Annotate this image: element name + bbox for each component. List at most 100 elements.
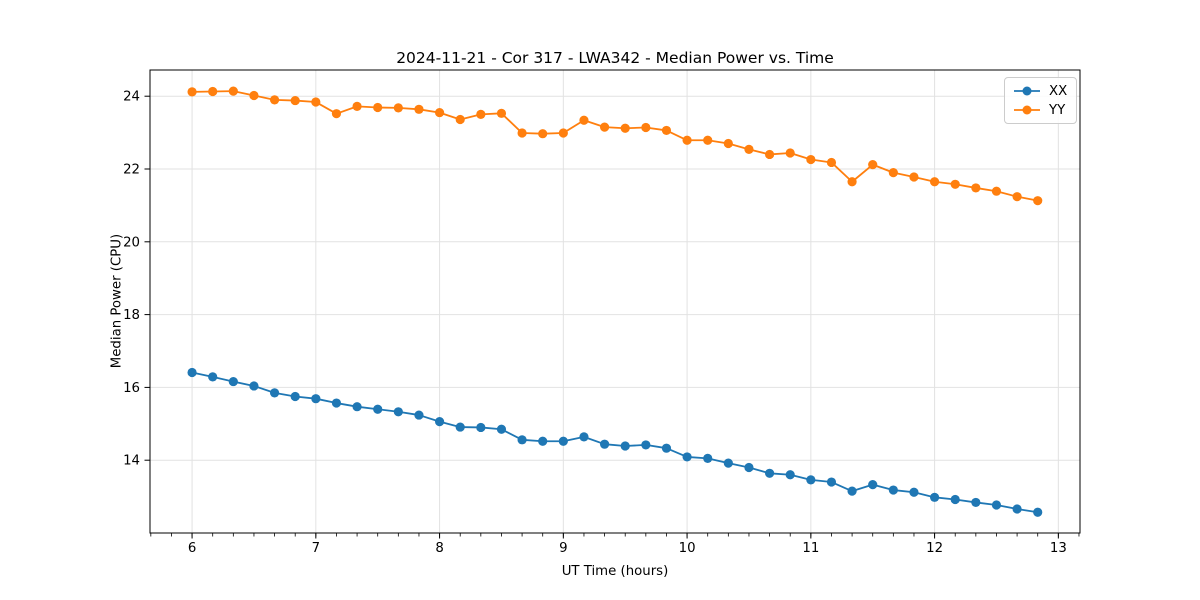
data-point-xx	[269, 388, 280, 398]
data-point-yy	[558, 128, 568, 138]
data-point-xx	[517, 435, 527, 445]
axes-frame	[149, 69, 1081, 534]
data-point-xx	[888, 485, 898, 495]
data-point-xx	[208, 372, 218, 382]
data-point-yy	[703, 135, 713, 145]
y-tick-label: 22	[123, 163, 140, 178]
x-tick-label: 9	[559, 541, 567, 556]
legend-swatch-xx-icon	[1014, 86, 1040, 96]
data-point-yy	[352, 101, 362, 111]
y-tick-label: 24	[123, 90, 140, 105]
data-point-yy	[187, 87, 197, 97]
x-tick-label: 7	[312, 541, 320, 556]
data-point-xx	[290, 391, 300, 402]
series-line-yy	[191, 90, 1039, 202]
data-point-xx	[311, 394, 321, 404]
data-point-yy	[991, 186, 1002, 196]
data-point-xx	[641, 440, 651, 450]
legend: XX YY	[1004, 77, 1078, 124]
data-point-xx	[744, 462, 754, 473]
data-point-yy	[1033, 196, 1043, 206]
data-point-yy	[538, 129, 548, 139]
x-tick-label: 8	[435, 541, 443, 556]
data-point-yy	[929, 177, 940, 187]
data-point-yy	[599, 122, 610, 132]
data-point-xx	[764, 468, 775, 478]
data-point-yy	[971, 183, 981, 193]
data-point-yy	[476, 109, 486, 120]
data-point-xx	[929, 492, 940, 502]
data-point-yy	[744, 144, 754, 154]
data-point-yy	[455, 114, 465, 125]
data-point-yy	[847, 177, 857, 187]
data-point-yy	[311, 97, 321, 107]
data-point-yy	[641, 122, 651, 133]
data-point-yy	[909, 172, 919, 182]
x-tick-label: 11	[802, 541, 819, 556]
data-point-yy	[517, 128, 527, 138]
data-point-xx	[187, 367, 197, 378]
data-point-xx	[682, 452, 692, 462]
data-point-yy	[393, 103, 403, 113]
data-point-xx	[826, 477, 837, 487]
data-point-yy	[723, 138, 733, 149]
data-point-xx	[455, 422, 465, 432]
data-point-xx	[971, 497, 981, 508]
data-point-yy	[228, 86, 238, 96]
data-point-xx	[393, 407, 403, 417]
data-point-xx	[661, 443, 672, 453]
data-point-xx	[909, 487, 919, 497]
data-point-yy	[579, 115, 589, 125]
data-point-yy	[806, 154, 816, 165]
data-point-xx	[579, 432, 589, 442]
data-point-yy	[950, 179, 960, 189]
data-point-yy	[868, 160, 878, 170]
data-point-xx	[558, 436, 568, 446]
legend-label-xx: XX	[1049, 83, 1068, 99]
data-point-xx	[599, 439, 610, 449]
data-point-xx	[785, 470, 795, 480]
data-point-xx	[847, 486, 857, 496]
data-point-xx	[476, 422, 486, 433]
data-point-xx	[723, 458, 733, 468]
data-point-xx	[331, 398, 342, 408]
data-point-yy	[331, 109, 342, 119]
data-point-yy	[434, 107, 445, 118]
data-point-xx	[228, 376, 238, 387]
data-point-yy	[785, 148, 795, 158]
data-point-yy	[290, 95, 300, 106]
data-point-xx	[1012, 504, 1022, 514]
y-tick-label: 18	[123, 308, 140, 323]
legend-item-xx: XX	[1012, 82, 1067, 100]
data-point-yy	[661, 125, 672, 136]
data-point-yy	[208, 86, 218, 97]
data-point-xx	[434, 417, 445, 427]
x-tick-label: 12	[926, 541, 943, 556]
data-point-xx	[703, 453, 713, 463]
x-tick-label: 10	[679, 541, 696, 556]
data-point-xx	[373, 404, 383, 414]
data-point-xx	[950, 494, 960, 505]
data-point-yy	[249, 90, 259, 101]
data-point-xx	[538, 436, 548, 446]
data-point-xx	[249, 381, 259, 391]
data-point-yy	[888, 168, 898, 178]
x-tick-label: 13	[1050, 541, 1067, 556]
data-point-xx	[352, 402, 362, 412]
chart-title: 2024-11-21 - Cor 317 - LWA342 - Median P…	[396, 49, 834, 67]
data-point-yy	[682, 135, 692, 145]
data-point-yy	[373, 102, 383, 113]
y-tick-label: 16	[123, 381, 140, 396]
y-tick-label: 14	[123, 454, 140, 469]
data-point-xx	[991, 500, 1002, 510]
data-point-xx	[620, 441, 630, 451]
data-point-yy	[826, 157, 837, 168]
data-point-yy	[414, 104, 424, 114]
legend-swatch-yy-icon	[1014, 105, 1040, 115]
x-tick-label: 6	[188, 541, 196, 556]
data-point-xx	[806, 475, 816, 485]
data-point-yy	[269, 95, 280, 105]
data-point-yy	[764, 149, 775, 160]
